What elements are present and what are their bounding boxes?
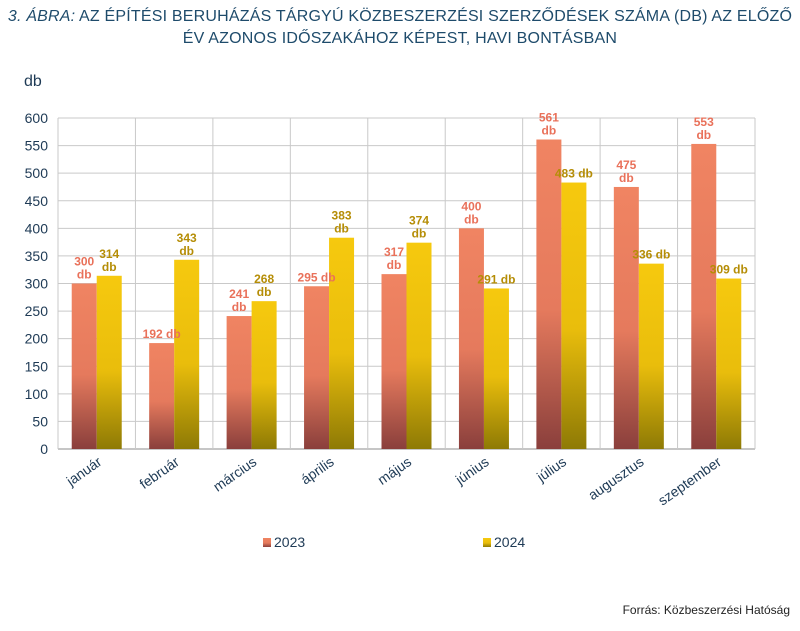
y-tick-label: 50 (32, 413, 48, 429)
x-category-label: július (533, 453, 569, 485)
data-label-2024: 483 db (555, 167, 593, 181)
data-label-2023: 295 db (298, 270, 336, 284)
chart-title: 3. ÁBRA: AZ ÉPÍTÉSI BERUHÁZÁS TÁRGYÚ KÖZ… (0, 6, 800, 50)
chart-title-prefix: 3. ÁBRA: (7, 8, 76, 25)
x-category-label: szeptember (655, 453, 724, 508)
x-category-label: április (298, 453, 337, 487)
data-label-2023: 300 (74, 255, 94, 269)
data-label-2023-unit: db (232, 300, 247, 314)
data-label-2023-unit: db (77, 268, 92, 282)
data-label-2024: 268 (254, 272, 274, 286)
data-label-2024: 309 db (710, 263, 748, 277)
x-category-label: február (136, 453, 182, 492)
y-tick-label: 0 (40, 441, 48, 457)
y-axis-unit-label: db (24, 73, 42, 90)
data-label-2023: 553 (694, 115, 714, 129)
data-label-2023-unit: db (619, 171, 634, 185)
bar-2023 (458, 228, 484, 449)
data-label-2024: 374 (409, 214, 429, 228)
data-label-2024-unit: db (412, 227, 427, 241)
data-label-2024: 336 db (632, 248, 670, 262)
x-category-label: augusztus (585, 453, 646, 503)
data-label-2023-unit: db (387, 258, 402, 272)
y-tick-label: 150 (25, 358, 49, 374)
bar-2023 (149, 343, 175, 449)
source-note: Forrás: Közbeszerzési Hatóság (622, 603, 790, 617)
bar-2024 (251, 301, 277, 449)
legend-2024-swatch (483, 538, 491, 547)
bar-2024 (406, 242, 432, 449)
bar-2024 (329, 237, 355, 449)
y-tick-label: 450 (25, 193, 49, 209)
bar-2023 (536, 139, 562, 449)
data-label-2023: 317 (384, 245, 404, 259)
bar-2024 (96, 275, 122, 449)
y-tick-label: 600 (25, 110, 49, 126)
legend-2023-swatch (263, 538, 271, 547)
data-label-2024: 291 db (477, 272, 515, 286)
y-tick-label: 350 (25, 248, 49, 264)
data-label-2024-unit: db (334, 222, 349, 236)
legend-2024-label: 2024 (494, 534, 525, 550)
data-label-2024-unit: db (257, 285, 272, 299)
bar-2023 (71, 283, 97, 449)
legend-2023-label: 2023 (274, 534, 305, 550)
bar-2023 (691, 143, 717, 449)
y-tick-label: 200 (25, 331, 49, 347)
y-tick-label: 500 (25, 165, 49, 181)
bar-2024 (561, 182, 587, 450)
y-tick-label: 550 (25, 138, 49, 154)
data-label-2024-unit: db (179, 244, 194, 258)
y-tick-label: 400 (25, 220, 49, 236)
bar-2024 (174, 259, 200, 449)
bar-2023 (613, 186, 639, 450)
x-category-label: január (63, 453, 105, 489)
bar-2024 (716, 278, 742, 449)
bar-2023 (226, 316, 252, 449)
bar-2024 (638, 263, 664, 449)
x-category-label: június (452, 453, 492, 488)
data-label-2024: 343 (177, 231, 197, 245)
bar-2023 (304, 286, 330, 449)
bar-2024 (483, 288, 509, 449)
x-category-label: március (210, 453, 259, 494)
x-category-label: május (374, 453, 414, 488)
data-label-2024: 383 (332, 209, 352, 223)
data-label-2023: 192 db (143, 327, 181, 341)
data-label-2023: 561 (539, 111, 559, 125)
data-label-2023-unit: db (464, 212, 479, 226)
y-tick-label: 250 (25, 303, 49, 319)
bar-2023 (381, 274, 407, 449)
data-label-2024-unit: db (102, 260, 117, 274)
data-label-2024: 314 (99, 247, 119, 261)
data-label-2023: 475 (616, 158, 636, 172)
data-label-2023-unit: db (696, 128, 711, 142)
data-label-2023: 400 (461, 199, 481, 213)
y-tick-label: 300 (25, 276, 49, 292)
data-label-2023-unit: db (542, 124, 557, 138)
y-tick-label: 100 (25, 386, 49, 402)
chart-title-text: AZ ÉPÍTÉSI BERUHÁZÁS TÁRGYÚ KÖZBESZERZÉS… (79, 8, 793, 47)
data-label-2023: 241 (229, 287, 249, 301)
